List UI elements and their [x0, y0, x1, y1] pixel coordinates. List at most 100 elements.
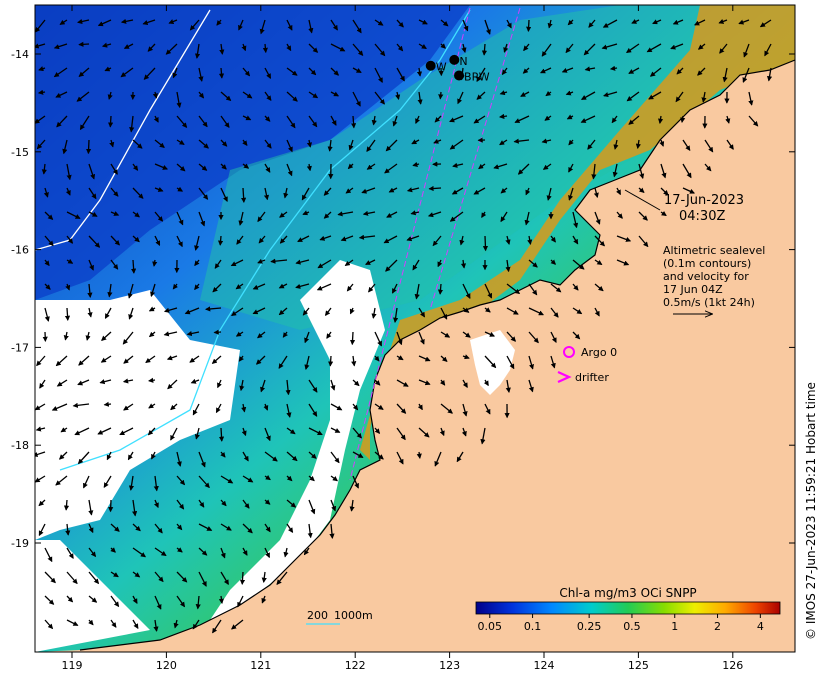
argo-label: Argo 0 — [581, 346, 617, 359]
velocity-arrow — [220, 187, 228, 202]
velocity-arrow — [104, 66, 112, 72]
velocity-arrow — [440, 379, 446, 386]
velocity-arrow — [264, 547, 270, 559]
velocity-arrow — [473, 187, 486, 195]
velocity-arrow — [128, 307, 134, 320]
velocity-arrow — [123, 403, 134, 411]
velocity-arrow — [264, 523, 271, 533]
velocity-arrow — [101, 331, 112, 341]
velocity-arrow — [594, 211, 601, 225]
velocity-arrow — [646, 43, 662, 53]
date-pointer — [624, 189, 661, 211]
velocity-arrow — [374, 403, 384, 410]
velocity-arrow — [352, 379, 360, 387]
velocity-arrow — [352, 67, 362, 73]
cloud-mask-south — [35, 540, 150, 652]
velocity-arrow — [572, 283, 579, 291]
velocity-arrow — [129, 115, 135, 133]
velocity-arrow — [35, 115, 46, 124]
velocity-note-1: Altimetric sealevel — [663, 244, 765, 257]
velocity-arrow — [132, 571, 141, 578]
velocity-arrow — [278, 307, 288, 316]
velocity-arrow — [110, 523, 120, 532]
velocity-arrow — [257, 258, 266, 264]
velocity-arrow — [88, 571, 100, 585]
velocity-arrow — [88, 619, 94, 626]
x-tick-label: 125 — [628, 659, 649, 672]
velocity-arrow — [396, 451, 404, 465]
velocity-arrow — [87, 307, 93, 318]
velocity-arrow — [238, 19, 244, 31]
velocity-arrow — [612, 163, 618, 178]
velocity-arrow — [366, 139, 376, 153]
velocity-arrow — [528, 379, 534, 393]
velocity-arrow — [766, 67, 773, 82]
velocity-arrow — [264, 91, 272, 102]
velocity-arrow — [365, 259, 376, 265]
velocity-arrow — [580, 115, 596, 123]
velocity-arrow — [295, 283, 310, 289]
velocity-arrow — [35, 426, 46, 432]
velocity-arrow — [550, 259, 557, 265]
velocity-arrow — [438, 91, 444, 100]
velocity-arrow — [635, 139, 641, 150]
velocity-arrow — [184, 307, 200, 315]
velocity-arrow — [308, 451, 317, 459]
velocity-arrow — [525, 187, 531, 196]
velocity-arrow — [461, 427, 467, 437]
velocity-arrow — [395, 91, 401, 100]
velocity-arrow — [259, 19, 266, 35]
velocity-arrow — [110, 571, 119, 578]
velocity-arrow — [476, 91, 486, 100]
velocity-arrow — [172, 283, 179, 290]
velocity-arrow — [198, 523, 213, 531]
velocity-arrow — [418, 379, 431, 386]
velocity-arrow — [517, 163, 530, 175]
velocity-arrow — [722, 67, 728, 83]
velocity-arrow — [176, 139, 185, 145]
velocity-arrow — [522, 67, 530, 74]
velocity-arrow — [132, 139, 143, 149]
velocity-arrow — [44, 259, 50, 267]
velocity-arrow — [616, 235, 632, 242]
velocity-arrow — [37, 89, 46, 95]
colorbar-tick-label: 2 — [714, 620, 721, 633]
velocity-arrow — [44, 283, 51, 290]
velocity-arrow — [351, 355, 357, 367]
velocity-arrow — [513, 138, 530, 144]
velocity-arrow — [417, 91, 423, 105]
velocity-arrow — [484, 283, 493, 299]
velocity-arrow — [66, 211, 81, 219]
velocity-arrow — [44, 307, 50, 322]
velocity-arrow — [503, 43, 509, 53]
time-label: 04:30Z — [679, 209, 725, 224]
velocity-arrow — [383, 235, 398, 244]
velocity-arrow — [704, 163, 712, 172]
velocity-arrow — [440, 331, 451, 338]
velocity-arrow — [374, 379, 381, 386]
velocity-arrow — [77, 451, 90, 465]
velocity-arrow — [286, 475, 293, 482]
velocity-arrow — [568, 139, 574, 146]
velocity-arrow — [347, 163, 354, 170]
colorbar-tick-label: 0.1 — [524, 620, 542, 633]
station-label: W — [436, 61, 447, 74]
velocity-arrow — [330, 43, 346, 52]
velocity-arrow — [416, 67, 423, 77]
velocity-arrow — [153, 115, 159, 123]
velocity-arrow — [78, 67, 90, 77]
velocity-arrow — [154, 187, 164, 192]
velocity-arrow — [198, 451, 206, 468]
velocity-arrow — [591, 163, 597, 180]
velocity-arrow — [484, 355, 497, 369]
velocity-arrow — [194, 259, 200, 267]
coastline — [79, 59, 795, 651]
velocity-arrow — [544, 115, 552, 121]
velocity-arrow — [659, 139, 665, 147]
velocity-arrow — [476, 67, 486, 82]
velocity-arrow — [567, 19, 574, 26]
velocity-arrow — [295, 259, 310, 265]
velocity-arrow — [481, 211, 487, 219]
velocity-arrow — [672, 19, 684, 25]
velocity-arrow — [276, 571, 288, 585]
